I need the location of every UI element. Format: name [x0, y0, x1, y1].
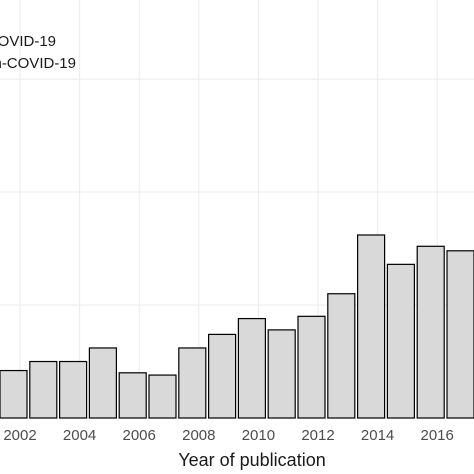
bar [88, 347, 118, 419]
x-tick-label: 2010 [242, 427, 275, 444]
bar [237, 317, 266, 419]
bar [0, 369, 28, 419]
x-tick-label: 2012 [301, 427, 334, 444]
bar [297, 315, 326, 419]
bar [178, 347, 207, 419]
x-tick-label: 2002 [3, 427, 36, 444]
bar [148, 374, 177, 419]
legend-label: Non-COVID-19 [0, 55, 76, 72]
bar [386, 263, 415, 419]
bar [267, 329, 296, 419]
bar [357, 234, 386, 419]
bar [118, 372, 147, 419]
x-axis-title: Year of publication [178, 450, 325, 470]
x-tick-label: 2006 [123, 427, 156, 444]
x-tick-label: 2004 [63, 427, 96, 444]
x-tick-label: 2008 [182, 427, 215, 444]
bar [327, 293, 356, 419]
bar [446, 250, 474, 419]
bar [208, 333, 237, 419]
bar [29, 360, 58, 419]
x-tick-label: 2014 [361, 427, 394, 444]
legend-label: COVID-19 [0, 33, 56, 50]
bar [416, 245, 445, 419]
bar [58, 360, 88, 419]
x-tick-label: 2016 [421, 427, 454, 444]
